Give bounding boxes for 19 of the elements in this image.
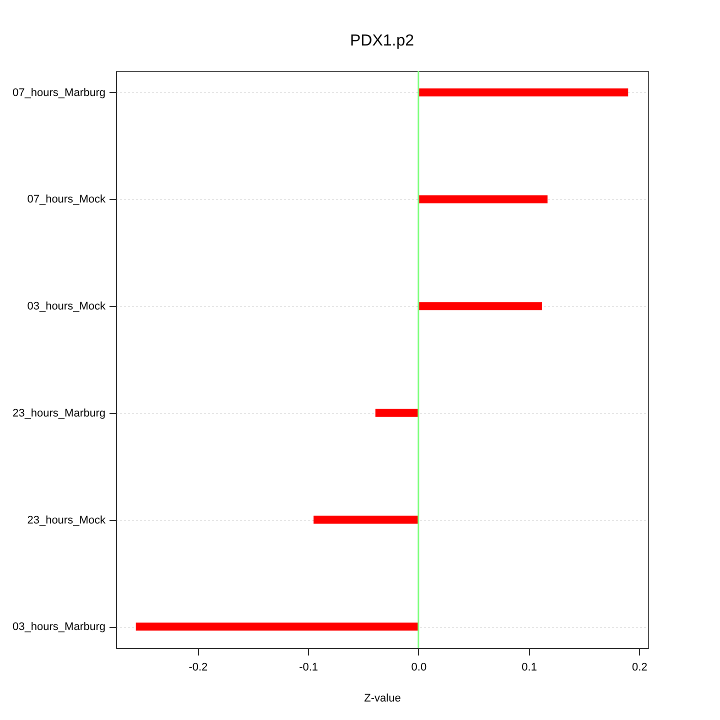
bar xyxy=(418,195,548,204)
bar xyxy=(375,408,418,417)
x-tick-label: 0.1 xyxy=(522,662,537,674)
y-tick-label: 23_hours_Marburg xyxy=(12,407,106,420)
x-tick-label: -0.2 xyxy=(188,662,208,674)
bar xyxy=(314,516,418,524)
x-tick-label: 0.0 xyxy=(411,662,427,674)
y-tick-label: 03_hours_Marburg xyxy=(12,621,106,634)
bar xyxy=(136,622,418,631)
bar xyxy=(418,302,542,310)
y-tick-label: 07_hours_Mock xyxy=(27,194,106,206)
chart-title: PDX1.p2 xyxy=(350,32,414,50)
y-tick-label: 23_hours_Mock xyxy=(27,514,106,526)
y-tick-label: 03_hours_Mock xyxy=(27,300,106,313)
x-tick-label: 0.2 xyxy=(632,662,648,674)
x-axis-title: Z-value xyxy=(364,692,401,704)
bar xyxy=(418,88,628,96)
y-tick-label: 07_hours_Marburg xyxy=(12,86,106,99)
x-tick-label: -0.1 xyxy=(299,662,318,674)
